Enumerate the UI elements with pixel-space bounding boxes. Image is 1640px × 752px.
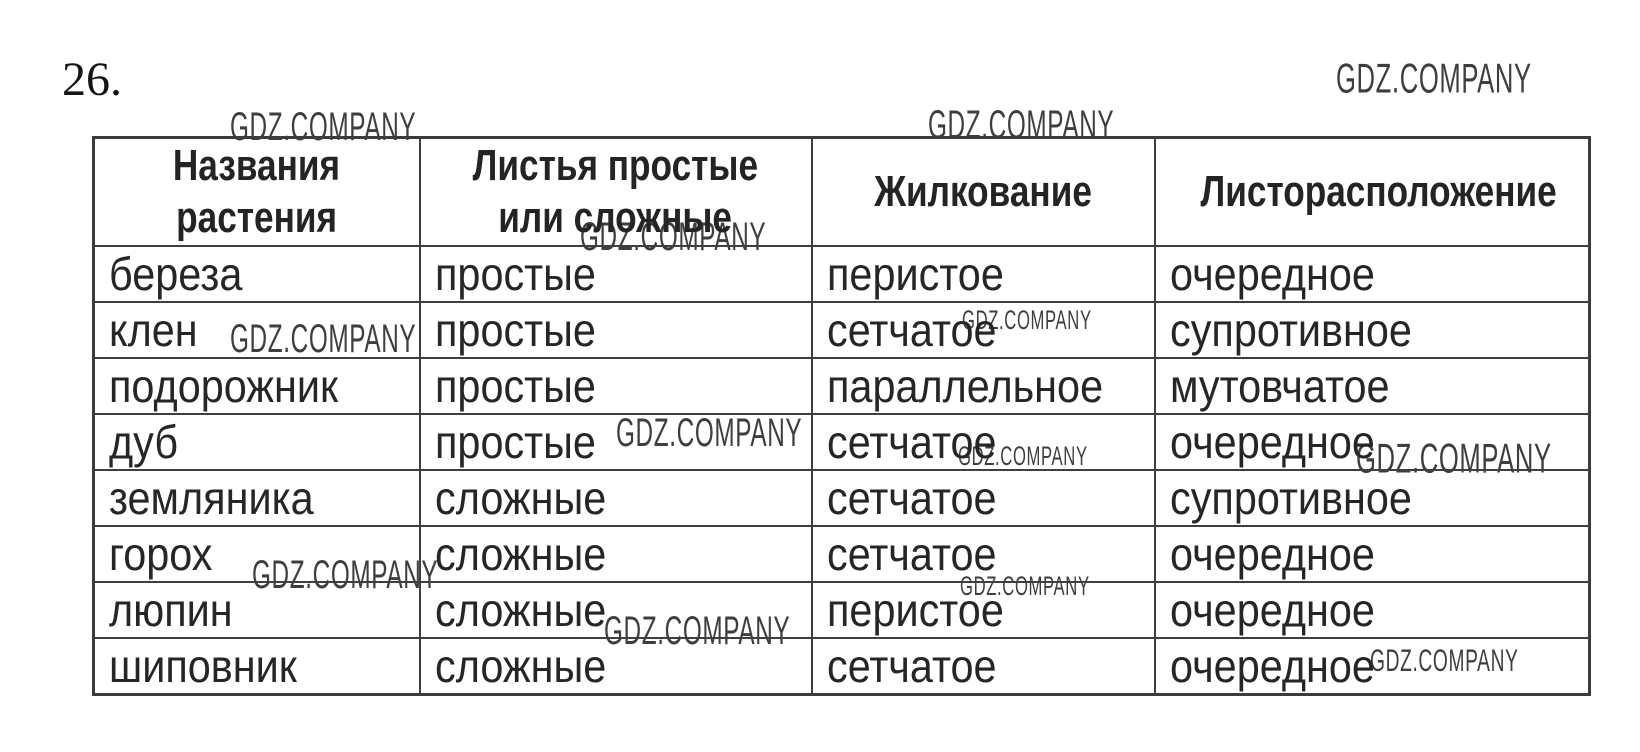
cell-plant-name: подорожник <box>92 356 421 415</box>
cell-plant-name: горох <box>92 524 421 583</box>
cell-leaf-type: простые <box>418 412 813 471</box>
cell-leaf-arrangement: очередное <box>1153 636 1591 695</box>
cell-venation: перистое <box>810 244 1156 303</box>
table-row: горох сложные сетчатое очередное <box>92 524 1591 583</box>
table-row: береза простые перистое очередное <box>92 244 1591 303</box>
cell-venation: сетчатое <box>810 300 1156 359</box>
cell-leaf-type: сложные <box>418 524 813 583</box>
cell-plant-name: дуб <box>92 412 421 471</box>
cell-venation: сетчатое <box>810 468 1156 527</box>
cell-plant-name: люпин <box>92 580 421 639</box>
cell-leaf-arrangement: мутовчатое <box>1153 356 1591 415</box>
table-row: клен простые сетчатое супротивное <box>92 300 1591 359</box>
cell-leaf-type: простые <box>418 244 813 303</box>
table-row: люпин сложные перистое очередное <box>92 580 1591 639</box>
table-row: дуб простые сетчатое очередное <box>92 412 1591 471</box>
cell-plant-name: береза <box>92 244 421 303</box>
table-row: шиповник сложные сетчатое очередное <box>92 636 1591 695</box>
cell-venation: сетчатое <box>810 412 1156 471</box>
cell-plant-name: земляника <box>92 468 421 527</box>
column-header-leaf-arrangement: Листорасположение <box>1153 136 1591 247</box>
column-header-leaf-type: Листья простые или сложные <box>418 136 813 247</box>
cell-leaf-type: простые <box>418 356 813 415</box>
cell-leaf-type: сложные <box>418 636 813 695</box>
cell-leaf-arrangement: очередное <box>1153 524 1591 583</box>
cell-leaf-arrangement: очередное <box>1153 244 1591 303</box>
cell-plant-name: шиповник <box>92 636 421 695</box>
cell-leaf-arrangement: супротивное <box>1153 300 1591 359</box>
watermark-text: GDZ.COMPANY <box>1336 55 1532 102</box>
cell-leaf-arrangement: супротивное <box>1153 468 1591 527</box>
table-row: подорожник простые параллельное мутовчат… <box>92 356 1591 415</box>
column-header-plant-name: Названия растения <box>92 136 421 247</box>
column-header-venation: Жилкование <box>810 136 1156 247</box>
cell-leaf-type: простые <box>418 300 813 359</box>
cell-plant-name: клен <box>92 300 421 359</box>
page-number: 26. <box>62 53 122 106</box>
cell-leaf-arrangement: очередное <box>1153 580 1591 639</box>
cell-venation: параллельное <box>810 356 1156 415</box>
cell-leaf-type: сложные <box>418 580 813 639</box>
cell-venation: сетчатое <box>810 636 1156 695</box>
plants-table: Названия растения Листья простые или сло… <box>92 136 1591 696</box>
cell-venation: перистое <box>810 580 1156 639</box>
table-row: земляника сложные сетчатое супротивное <box>92 468 1591 527</box>
cell-leaf-type: сложные <box>418 468 813 527</box>
cell-venation: сетчатое <box>810 524 1156 583</box>
table-header-row: Названия растения Листья простые или сло… <box>92 136 1591 247</box>
cell-leaf-arrangement: очередное <box>1153 412 1591 471</box>
